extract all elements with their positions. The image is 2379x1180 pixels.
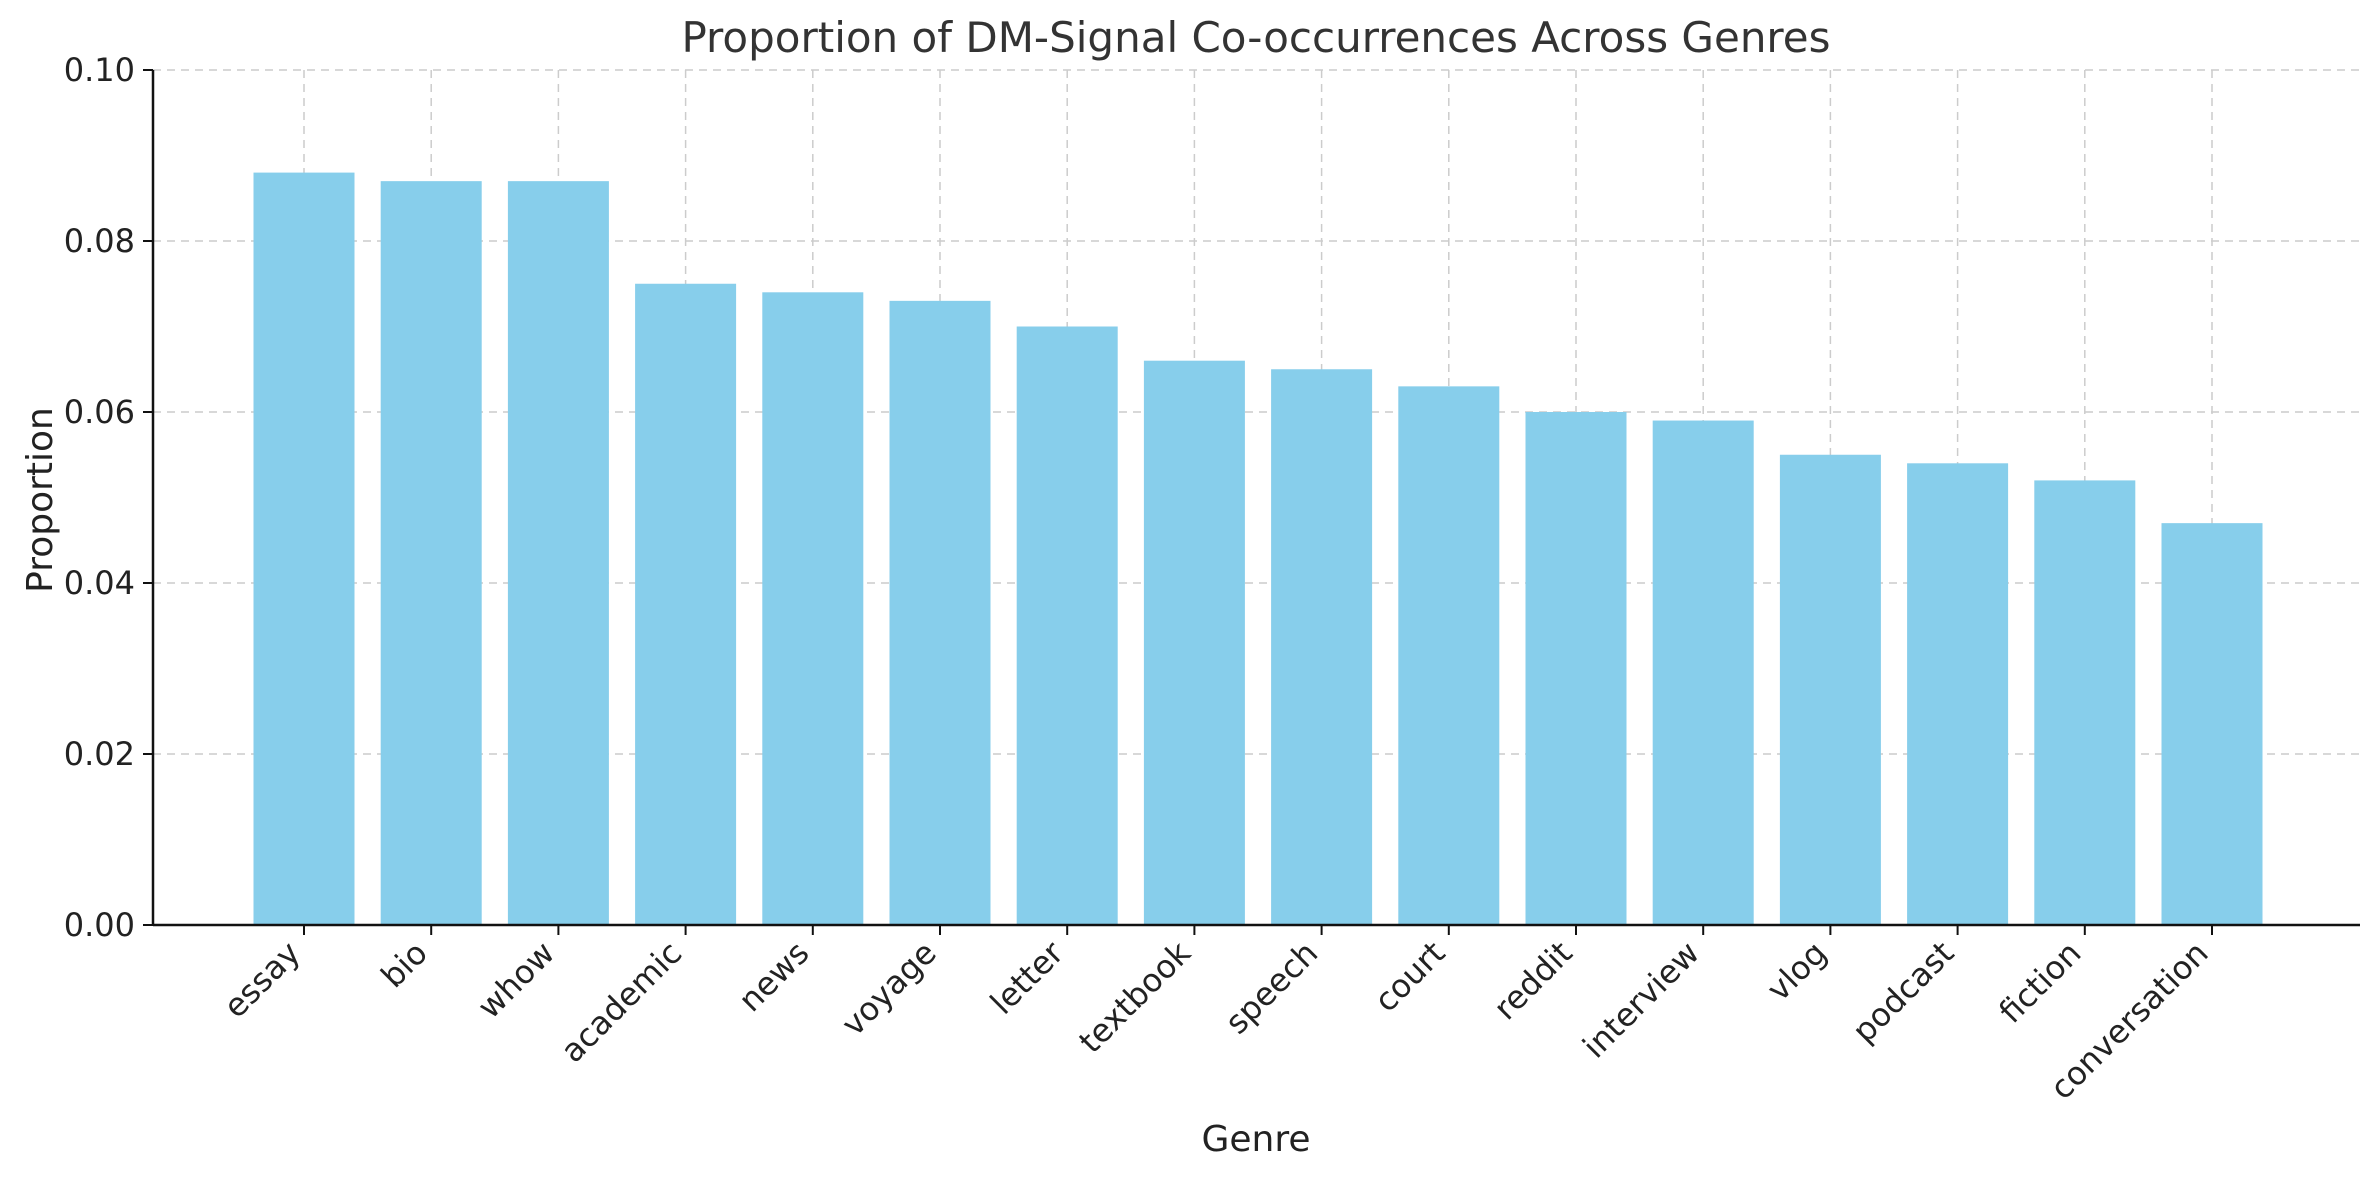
x-tick-label: fiction (1992, 934, 2089, 1031)
bar-letter (1016, 326, 1118, 925)
bar-voyage (889, 300, 991, 926)
bar-speech (1271, 369, 1373, 925)
x-tick-label: vlog (1759, 934, 1834, 1009)
bar-vlog (1779, 454, 1881, 925)
bar-bio (380, 181, 482, 925)
x-tick-label: textbook (1071, 933, 1198, 1060)
x-tick-label: podcast (1845, 934, 1961, 1050)
bar-court (1398, 386, 1500, 926)
x-tick-label: speech (1218, 934, 1326, 1042)
bar-whow (507, 181, 609, 925)
chart-title: Proportion of DM-Signal Co-occurrences A… (681, 13, 1830, 62)
x-tick-label: news (731, 934, 816, 1019)
bar-essay (253, 172, 355, 926)
x-tick-label: court (1367, 934, 1453, 1020)
x-tick-label: whow (470, 934, 562, 1026)
bar-news (762, 292, 864, 925)
y-axis-label: Proportion (20, 407, 61, 593)
x-tick-label: reddit (1486, 934, 1579, 1027)
y-tick-label: 0.00 (64, 906, 135, 944)
bar-podcast (1907, 463, 2009, 925)
x-tick-label: academic (553, 934, 689, 1070)
bar-conversation (2161, 523, 2263, 925)
axes (151, 70, 2360, 927)
bar-fiction (2034, 480, 2136, 925)
x-tick-label: essay (216, 934, 308, 1026)
x-axis-label: Genre (1201, 1119, 1310, 1160)
bar-textbook (1143, 360, 1245, 925)
grid (153, 69, 2360, 926)
x-tick-label: interview (1575, 934, 1707, 1066)
x-tick-label: letter (983, 933, 1072, 1022)
bars (253, 172, 2263, 926)
bar-reddit (1525, 412, 1627, 925)
y-tick-label: 0.08 (64, 222, 135, 260)
y-tick-label: 0.06 (64, 393, 135, 431)
y-ticks: 0.00 0.02 0.04 0.06 0.08 0.10 (64, 51, 153, 944)
y-tick-label: 0.02 (64, 735, 135, 773)
bar-interview (1652, 420, 1754, 925)
bar-academic (635, 283, 737, 925)
y-tick-label: 0.04 (64, 564, 135, 602)
x-tick-label: bio (373, 934, 434, 995)
x-tick-label: voyage (834, 934, 944, 1044)
y-tick-label: 0.10 (64, 51, 135, 89)
